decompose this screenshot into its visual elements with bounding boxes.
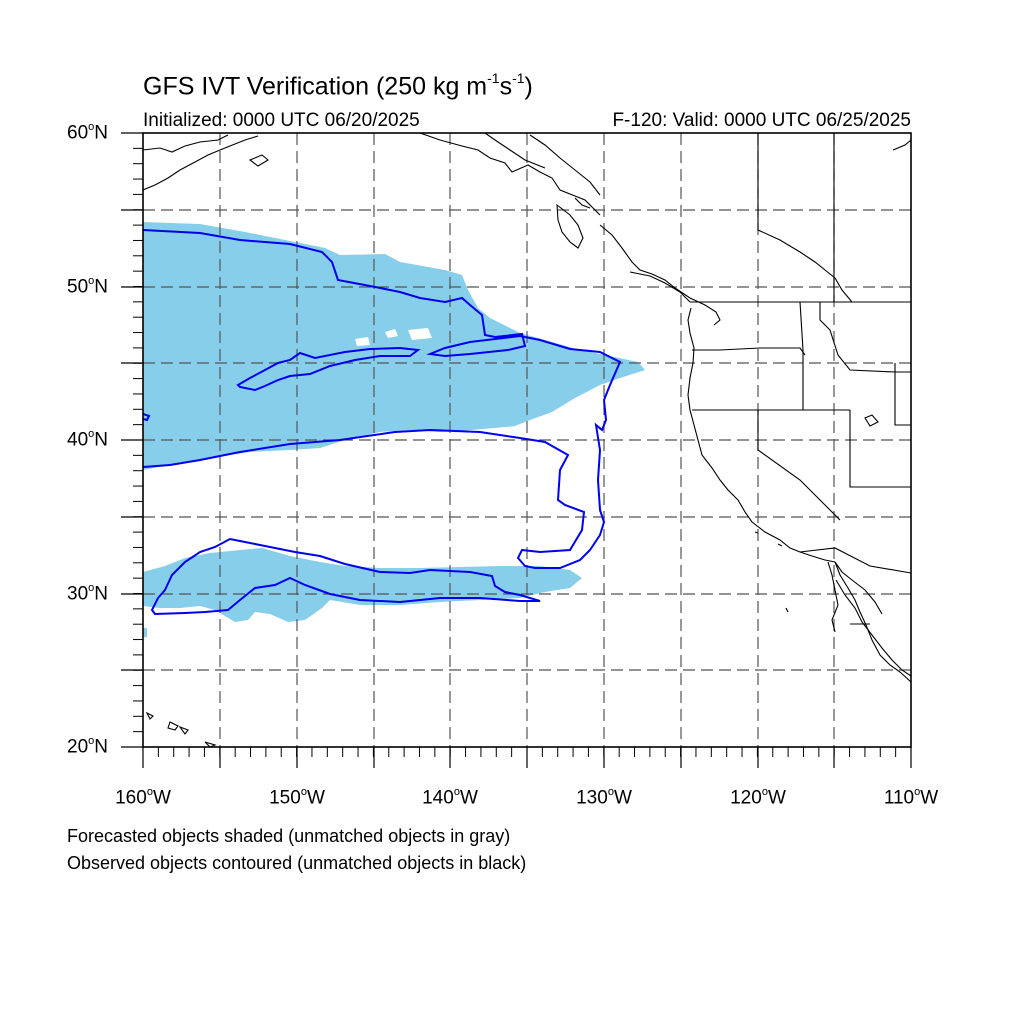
- lat-label-40n: 40oN: [67, 428, 108, 451]
- lat-label-50n: 50oN: [67, 275, 108, 298]
- forecast-object-north: [143, 222, 645, 470]
- lon-label-130w: 130oW: [576, 786, 632, 809]
- forecast-objects: [143, 222, 645, 637]
- observed-object-edge: [143, 413, 151, 422]
- forecast-note: Forecasted objects shaded (unmatched obj…: [67, 826, 511, 846]
- lon-label-110w: 110oW: [883, 786, 939, 809]
- observed-note: Observed objects contoured (unmatched ob…: [67, 853, 527, 873]
- forecast-object-fragment: [143, 628, 147, 637]
- forecast-object-gaps: [355, 328, 432, 346]
- lon-label-120w: 120oW: [730, 786, 786, 809]
- lat-label-20n: 20oN: [67, 735, 108, 758]
- coastlines: [143, 133, 911, 747]
- plot-title: GFS IVT Verification (250 kg m-1s-1): [143, 70, 533, 101]
- lon-label-140w: 140oW: [422, 786, 478, 809]
- observed-object-south: [150, 537, 541, 616]
- lat-label-60n: 60oN: [67, 121, 108, 144]
- valid-time-label: F-120: Valid: 0000 UTC 06/25/2025: [612, 110, 911, 131]
- observed-object-north: [143, 229, 622, 569]
- observed-object-band: [236, 346, 421, 392]
- lon-label-150w: 150oW: [269, 786, 325, 809]
- forecast-object-south: [143, 548, 582, 622]
- initialized-label: Initialized: 0000 UTC 06/20/2025: [143, 110, 420, 131]
- observed-objects: [143, 229, 622, 616]
- minor-ticks: [133, 132, 912, 757]
- lon-label-160w: 160oW: [115, 786, 171, 809]
- lat-label-30n: 30oN: [67, 582, 108, 605]
